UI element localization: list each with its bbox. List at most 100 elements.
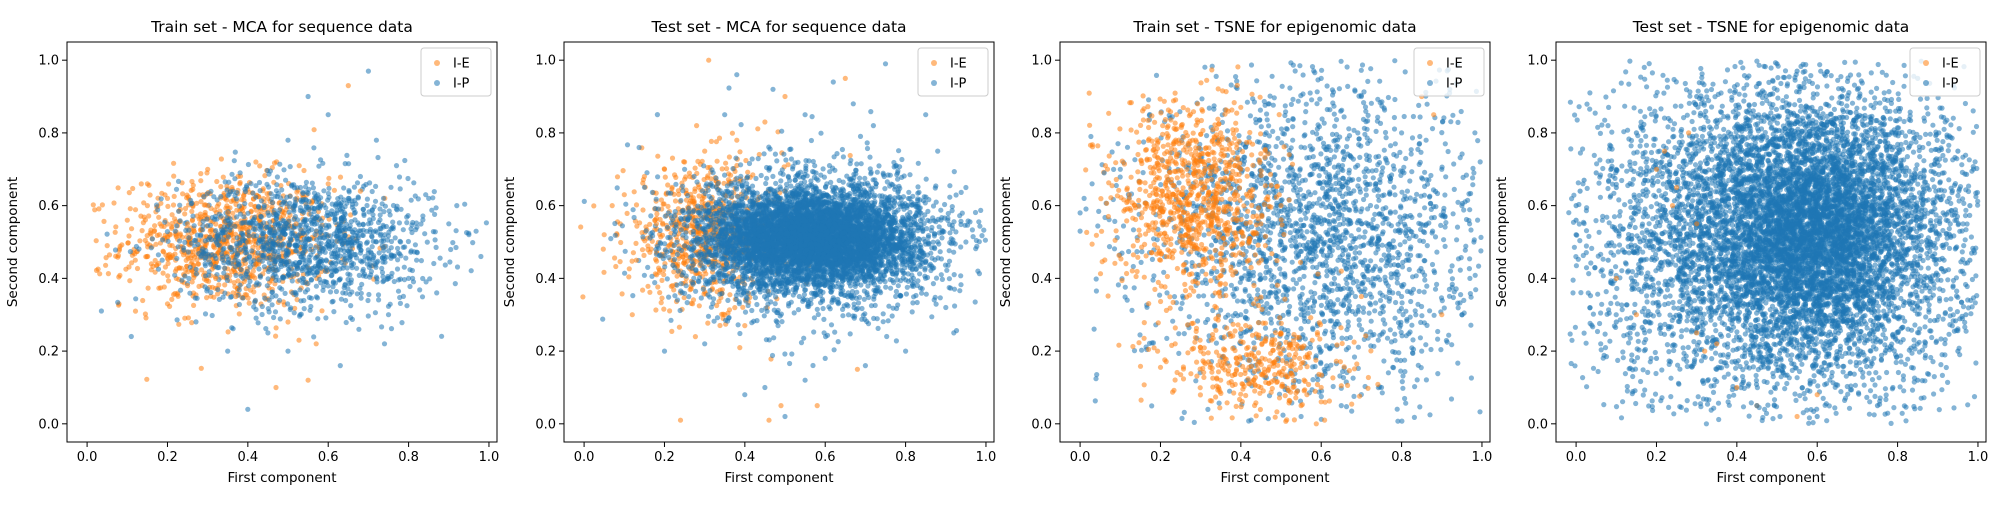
data-point xyxy=(676,192,681,197)
data-point xyxy=(326,243,331,248)
data-point xyxy=(344,153,349,158)
data-point xyxy=(693,166,698,171)
data-point xyxy=(306,237,311,242)
data-point xyxy=(915,184,920,189)
data-point xyxy=(352,185,357,190)
data-point xyxy=(262,203,267,208)
data-point xyxy=(641,253,646,258)
data-point xyxy=(970,227,975,232)
data-point xyxy=(484,220,489,225)
data-point xyxy=(384,224,389,229)
chart-title: Train set - MCA for sequence data xyxy=(150,18,413,36)
data-point xyxy=(355,291,360,296)
data-point xyxy=(135,266,140,271)
data-point xyxy=(282,210,287,215)
data-point xyxy=(238,170,243,175)
data-point xyxy=(155,207,160,212)
legend: I-EI-P xyxy=(421,48,491,96)
data-point xyxy=(330,284,335,289)
data-point xyxy=(248,202,253,207)
data-point xyxy=(299,199,304,204)
data-point xyxy=(244,185,249,190)
data-point xyxy=(416,196,421,201)
data-point xyxy=(125,240,130,245)
data-point xyxy=(186,235,191,240)
data-point xyxy=(720,166,725,171)
data-point xyxy=(298,208,303,213)
data-point xyxy=(667,308,672,313)
x-tick-label: 0.0 xyxy=(77,450,98,465)
data-point xyxy=(697,303,702,308)
data-point xyxy=(693,334,698,339)
data-point xyxy=(427,276,432,281)
data-point xyxy=(213,276,218,281)
data-point xyxy=(660,222,665,227)
data-point xyxy=(426,196,431,201)
data-point xyxy=(198,199,203,204)
data-point xyxy=(346,239,351,244)
data-point xyxy=(332,188,337,193)
data-point xyxy=(145,181,150,186)
data-point xyxy=(354,266,359,271)
data-point xyxy=(106,271,111,276)
data-point xyxy=(145,203,150,208)
data-point xyxy=(228,216,233,221)
data-point xyxy=(377,206,382,211)
data-point xyxy=(371,229,376,234)
data-point xyxy=(273,334,278,339)
data-point xyxy=(146,213,151,218)
data-point xyxy=(369,269,374,274)
data-point xyxy=(420,213,425,218)
data-point xyxy=(316,164,321,169)
data-point xyxy=(152,229,157,234)
data-point xyxy=(296,338,301,343)
data-point xyxy=(133,207,138,212)
data-point xyxy=(258,273,263,278)
data-point xyxy=(364,203,369,208)
data-point xyxy=(243,244,248,249)
data-point xyxy=(659,278,664,283)
data-point xyxy=(260,235,265,240)
data-point xyxy=(148,192,153,197)
data-point xyxy=(258,214,263,219)
data-point xyxy=(358,250,363,255)
data-point xyxy=(404,303,409,308)
data-point xyxy=(171,202,176,207)
data-point xyxy=(346,249,351,254)
data-point xyxy=(661,307,666,312)
data-point xyxy=(343,282,348,287)
data-point xyxy=(398,239,403,244)
data-point xyxy=(228,189,233,194)
data-point xyxy=(217,243,222,248)
data-point xyxy=(128,206,133,211)
data-point xyxy=(660,233,665,238)
data-point xyxy=(402,158,407,163)
data-point xyxy=(105,243,110,248)
y-tick-label: 0.0 xyxy=(38,417,59,432)
data-point xyxy=(247,255,252,260)
data-point xyxy=(305,271,310,276)
data-point xyxy=(213,256,218,261)
data-point xyxy=(144,377,149,382)
data-point xyxy=(469,268,474,273)
data-point xyxy=(250,191,255,196)
data-point xyxy=(165,301,170,306)
data-point xyxy=(657,270,662,275)
data-point xyxy=(298,312,303,317)
data-point xyxy=(323,223,328,228)
data-point xyxy=(245,239,250,244)
data-point xyxy=(454,203,459,208)
y-axis-label: Second component xyxy=(5,177,21,307)
data-point xyxy=(187,291,192,296)
data-point xyxy=(272,208,277,213)
data-point xyxy=(462,202,467,207)
data-point xyxy=(166,239,171,244)
data-point xyxy=(236,262,241,267)
data-point xyxy=(233,273,238,278)
data-point xyxy=(363,274,368,279)
data-point xyxy=(304,198,309,203)
data-point xyxy=(357,286,362,291)
data-point xyxy=(396,289,401,294)
data-point xyxy=(222,291,227,296)
